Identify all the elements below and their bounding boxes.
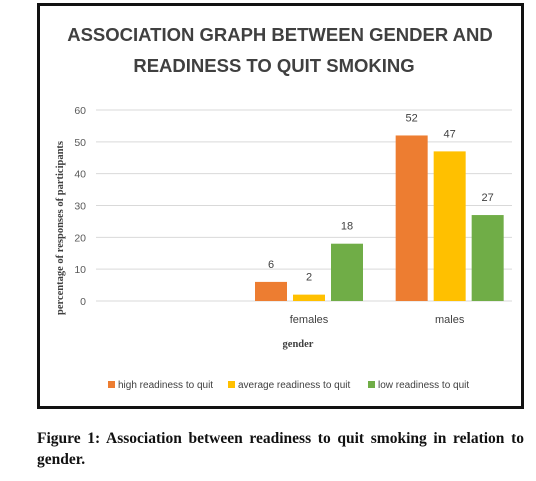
legend-item-2: low readiness to quit (368, 380, 469, 391)
legend-item-0: high readiness to quit (108, 380, 213, 391)
legend-item-1: average readiness to quit (228, 380, 351, 391)
bar-males-2 (471, 215, 504, 301)
data-labels: 6 2 18 52 47 27 (268, 112, 494, 283)
x-axis-title: gender (283, 339, 314, 350)
gridlines (96, 109, 512, 302)
bar-chart: ASSOCIATION GRAPH BETWEEN GENDER AND REA… (55, 24, 512, 391)
chart-frame: ASSOCIATION GRAPH BETWEEN GENDER AND REA… (37, 3, 524, 409)
bar-females-0 (255, 281, 287, 301)
y-tick-label: 50 (74, 137, 86, 149)
legend-label: low readiness to quit (378, 380, 469, 391)
category-label: females (290, 314, 329, 326)
y-tick-label: 40 (74, 169, 86, 181)
chart-title-line-2: READINESS TO QUIT SMOKING (133, 55, 414, 76)
bar-males-0 (395, 135, 428, 301)
bars (255, 135, 504, 301)
bar-females-1 (293, 294, 325, 301)
bar-males-1 (433, 151, 466, 301)
legend-swatch (108, 381, 115, 388)
y-tick-label: 60 (74, 105, 86, 117)
data-label: 6 (268, 259, 274, 271)
chart-title-line-1: ASSOCIATION GRAPH BETWEEN GENDER AND (67, 24, 493, 45)
legend-label: average readiness to quit (238, 380, 351, 391)
data-label: 47 (444, 128, 456, 140)
figure-caption: Figure 1: Association between readiness … (37, 430, 524, 468)
y-tick-label: 20 (74, 232, 86, 244)
legend-label: high readiness to quit (118, 380, 213, 391)
legend-swatch (228, 381, 235, 388)
legend-swatch (368, 381, 375, 388)
y-tick-label: 10 (74, 264, 86, 276)
legend: high readiness to quit average readiness … (108, 380, 469, 391)
y-tick-label: 0 (80, 296, 86, 308)
data-label: 18 (341, 221, 353, 233)
category-labels: females males (290, 314, 465, 326)
data-label: 2 (306, 272, 312, 284)
y-tick-label: 30 (74, 201, 86, 213)
data-label: 27 (482, 192, 494, 204)
data-label: 52 (406, 112, 418, 124)
category-label: males (435, 314, 465, 326)
bar-females-2 (331, 243, 363, 301)
y-axis-title: percentage of responses of participants (55, 141, 66, 315)
y-tick-labels: 0 10 20 30 40 50 60 (74, 105, 86, 308)
